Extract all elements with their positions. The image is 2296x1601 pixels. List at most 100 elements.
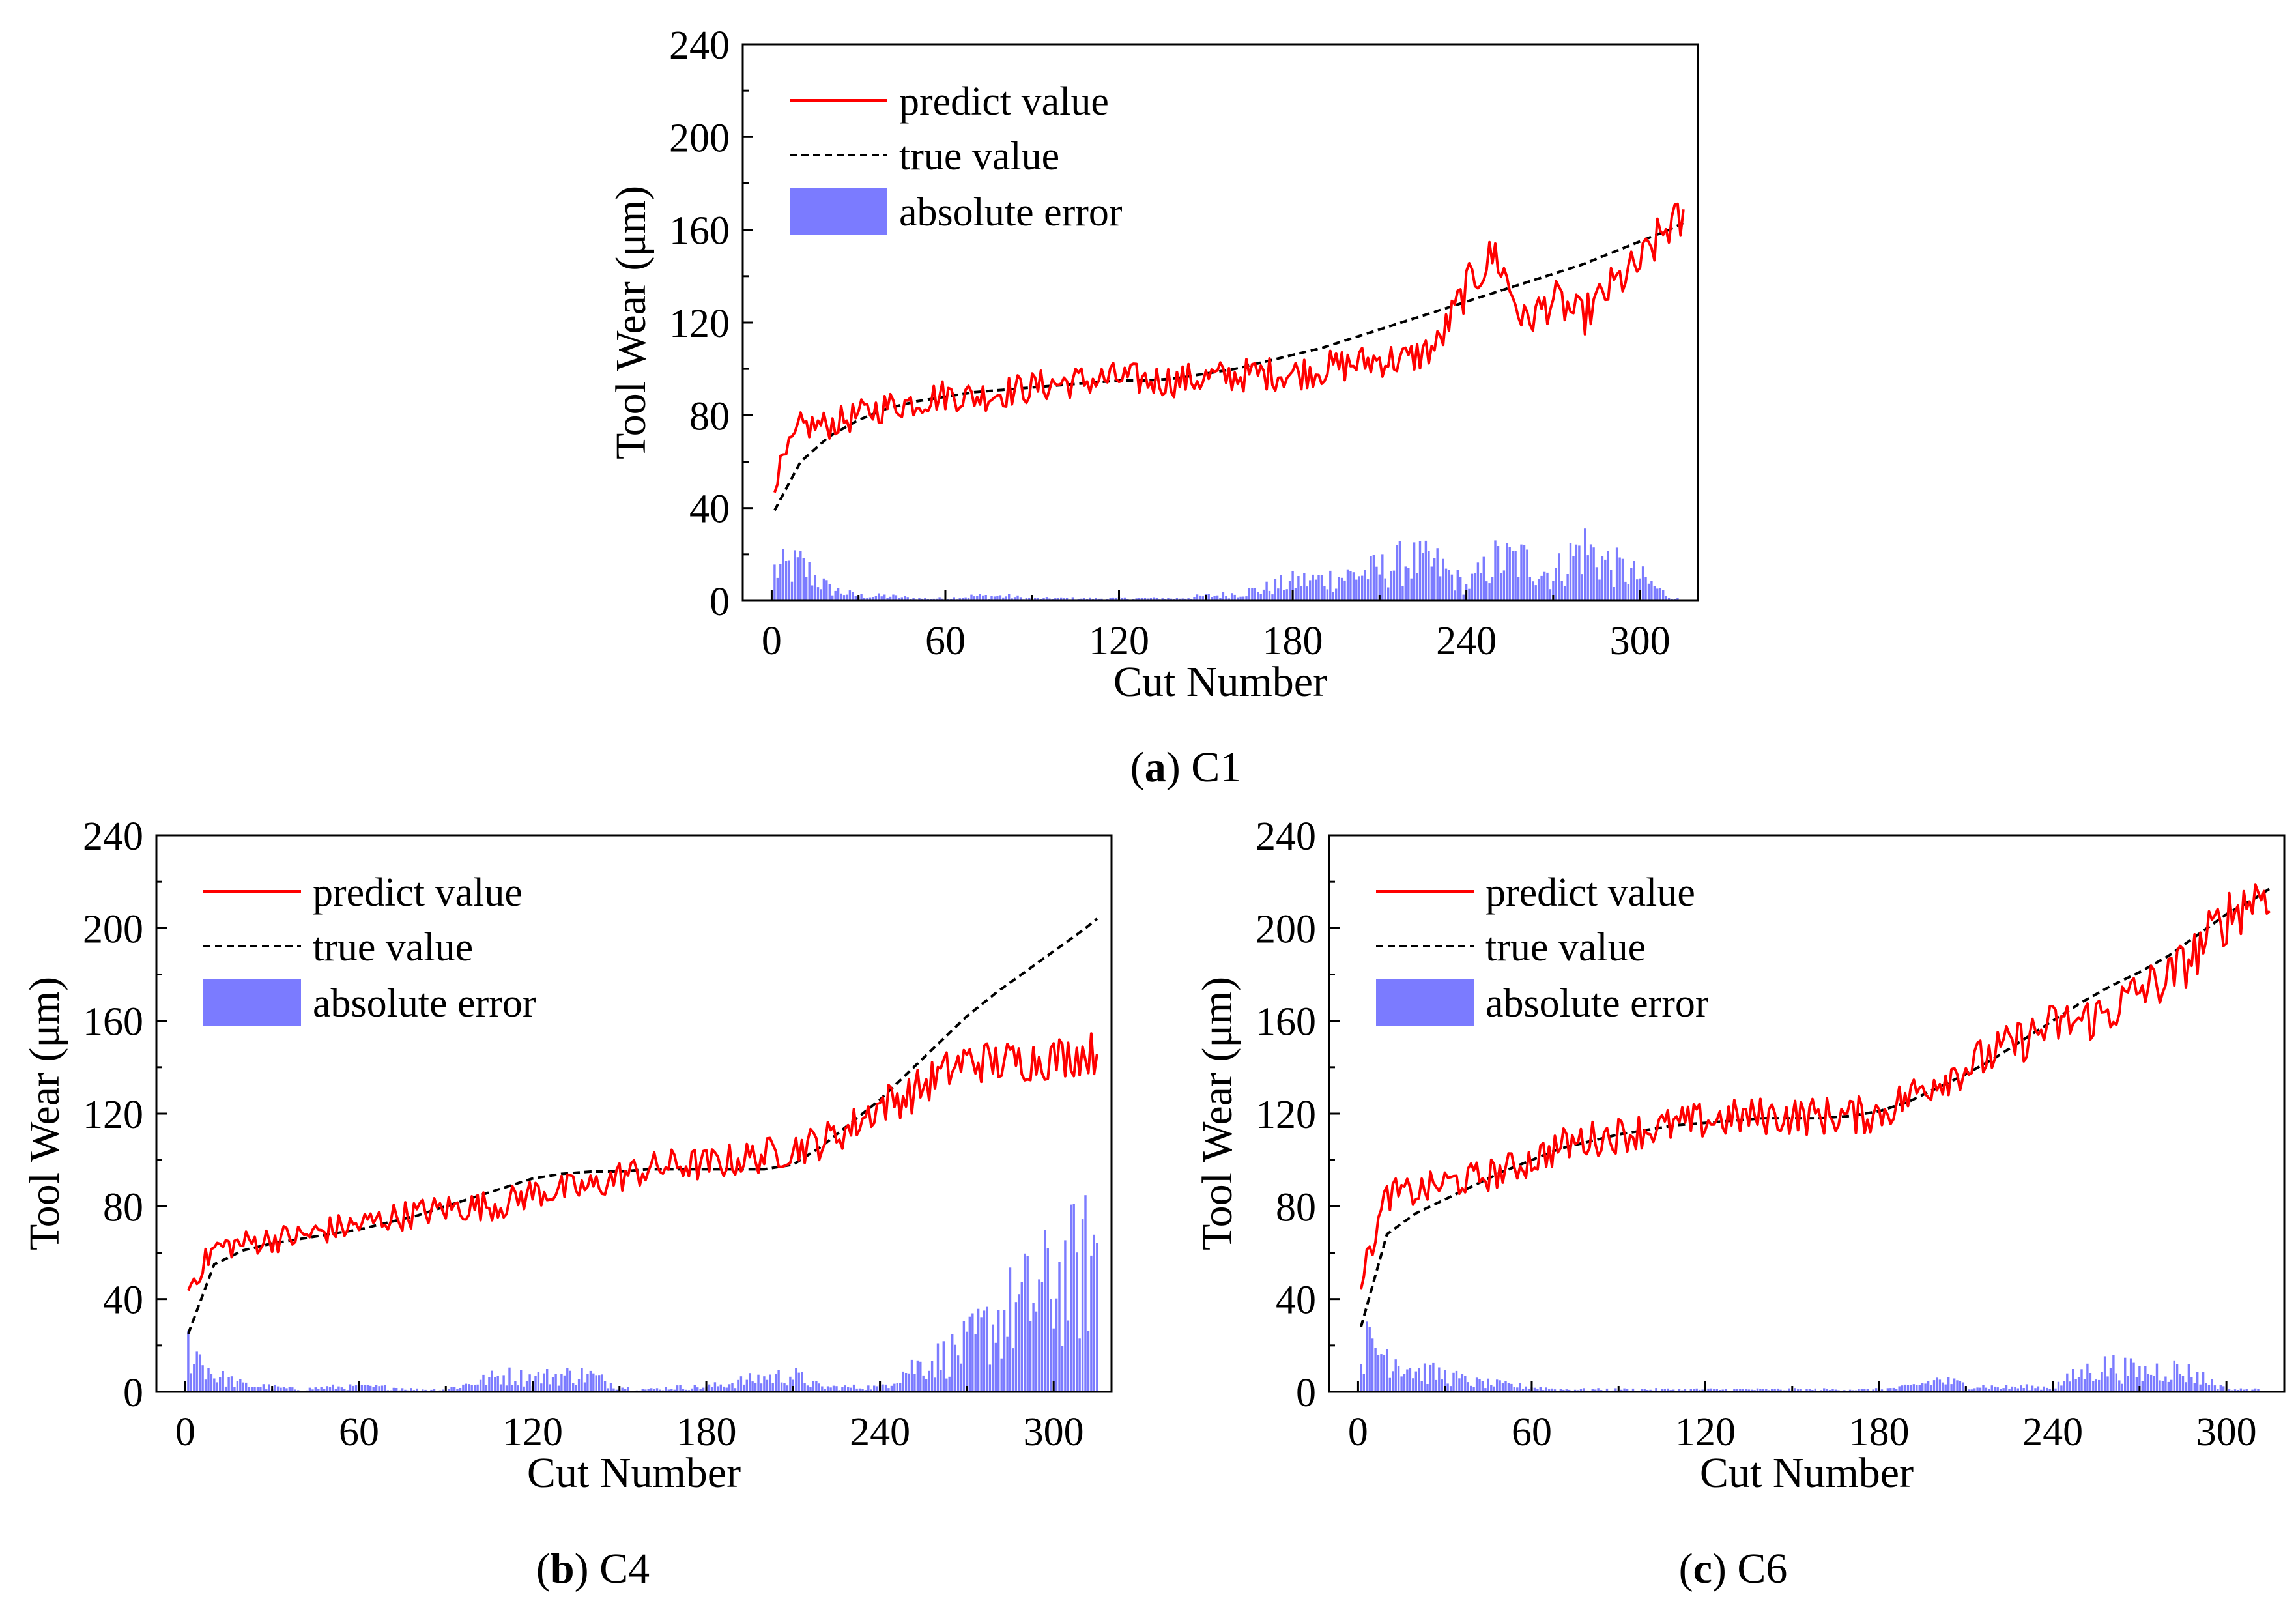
x-tick-label: 0 [1348,1410,1368,1454]
error-bar [551,1377,554,1392]
error-bar [659,1389,661,1392]
error-bar [1317,575,1320,601]
error-bar [288,1387,291,1392]
caption-c1: (a) C1 [1055,743,1316,792]
error-bar [1575,544,1578,601]
error-bar [1438,1367,1441,1392]
error-bar [219,1377,222,1392]
error-bar [790,581,794,601]
error-bar [603,1381,607,1392]
error-bar [320,1387,323,1392]
caption-c4-case: C4 [599,1545,650,1593]
error-bar [1199,595,1201,601]
error-bar [1665,596,1667,601]
error-bar [1014,1302,1018,1392]
caption-c1-open: ( [1130,743,1145,791]
error-bar [1568,1389,1571,1392]
error-bar [1976,1387,1979,1392]
error-bar [653,1389,655,1392]
legend-label-predict: predict value [1485,871,1695,915]
error-bar [808,562,811,601]
error-bar [797,1372,800,1392]
error-bar [1475,1377,1478,1392]
error-bar [1060,597,1063,601]
error-bar [974,1334,977,1392]
error-bar [1147,598,1149,601]
error-bar [760,1383,763,1392]
error-bar [607,1388,609,1392]
error-bar [892,594,895,601]
error-bar [1476,562,1480,601]
error-bar [1071,597,1074,601]
error-bar [1458,1378,1461,1392]
error-bar [783,1383,786,1392]
error-bar [1898,1386,1901,1392]
error-bar [2129,1358,2132,1392]
error-bar [1930,1385,1932,1392]
error-bar [728,1384,731,1392]
error-bar [2149,1374,2153,1392]
error-bar [430,1389,433,1392]
error-bar [997,1310,1000,1392]
error-bar [874,596,878,601]
error-bar [1454,590,1456,601]
error-bar [482,1374,485,1392]
error-bar [971,1313,974,1392]
error-bar [1736,1389,1739,1392]
error-bar [1141,598,1143,601]
error-bar [647,1389,650,1392]
error-bar [1947,1377,1950,1392]
error-bar [474,1385,476,1392]
error-bar [2063,1381,2066,1392]
error-bar [280,1387,282,1392]
error-bar [2037,1386,2040,1392]
error-bar [499,1384,502,1392]
error-bar [1381,554,1384,601]
error-bar [829,1387,832,1392]
error-bar [1084,1195,1087,1392]
error-bar [1271,594,1274,601]
error-bar [323,1389,326,1392]
y-axis-label: Tool Wear (μm) [21,977,68,1250]
error-bar [976,596,979,601]
y-tick-label: 80 [1276,1185,1316,1230]
error-bar [832,1385,835,1392]
error-bar [908,1373,910,1392]
error-bar [2153,1376,2155,1392]
error-bar [1054,598,1057,601]
error-bar [1413,542,1416,601]
error-bar [525,1381,528,1392]
error-bar [1545,1387,1547,1392]
error-bar [352,1385,354,1392]
error-bar [1432,1362,1435,1392]
error-bar [311,1389,314,1392]
error-bar [1288,581,1291,601]
error-bar [210,1374,213,1392]
error-bar [1589,544,1592,601]
error-bar [328,1387,332,1392]
legend: predict value true value absolute error [1376,871,1709,1026]
error-bar [982,595,984,601]
error-bar [1607,551,1609,601]
error-bar [1227,598,1230,601]
error-bar [190,1373,192,1392]
error-bar [1794,1388,1796,1392]
error-bar [1765,1389,1768,1392]
error-bar [788,560,790,601]
error-bar [860,594,863,601]
caption-c1-close: ) [1166,743,1181,791]
error-bar [1388,1377,1391,1392]
error-bar [902,1371,904,1392]
error-bar [2159,1380,2161,1392]
error-bar [239,1379,242,1392]
error-bar [1090,1255,1093,1392]
error-bar [1906,1385,1910,1392]
error-bar [1655,1388,1657,1392]
error-bar [242,1382,244,1392]
error-bar [2239,1388,2243,1392]
legend-swatch-error [203,979,301,1026]
y-tick-label: 240 [669,23,730,68]
error-bar [349,1384,352,1392]
error-bar [343,1389,346,1392]
error-bar [1016,595,1019,601]
